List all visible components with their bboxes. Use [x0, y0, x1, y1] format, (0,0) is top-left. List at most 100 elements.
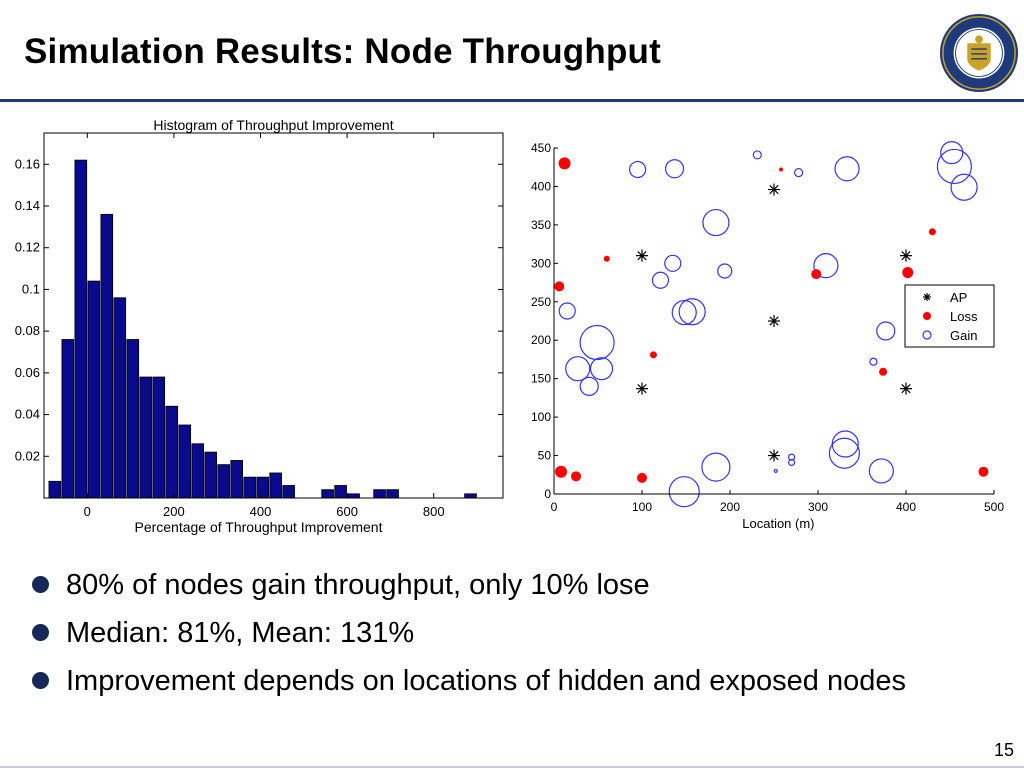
seal-shield: [967, 43, 991, 71]
histogram-bar: [269, 472, 282, 499]
bullet-item: Median: 81%, Mean: 131%: [30, 614, 990, 652]
y-tick-label: 150: [531, 372, 551, 386]
gain-node-marker: [565, 356, 591, 382]
slide-title: Simulation Results: Node Throughput: [24, 32, 661, 71]
loss-node-marker: [649, 351, 657, 359]
bullet-dot: [32, 576, 49, 593]
y-tick-label: 100: [531, 410, 551, 424]
y-tick-label: 50: [538, 449, 552, 463]
loss-node-marker: [902, 267, 914, 279]
access-point-marker: [900, 382, 912, 395]
gain-node-marker: [664, 254, 682, 272]
gain-node-marker: [651, 271, 670, 289]
loss-node-marker: [879, 367, 888, 376]
histogram-bar: [321, 489, 334, 499]
access-point-marker: [900, 249, 912, 262]
gain-node-marker: [701, 452, 731, 482]
scatter-x-axis-label: Location (m): [742, 516, 814, 531]
histogram-bar: [373, 489, 386, 499]
gain-node-marker: [868, 458, 894, 484]
histogram-axes-box: [43, 132, 504, 499]
y-tick-label: 250: [531, 295, 551, 309]
legend-label: Gain: [950, 328, 977, 343]
gain-node-marker: [831, 430, 859, 458]
access-point-marker: [768, 449, 780, 462]
gain-node-marker: [936, 148, 972, 185]
gain-node-marker: [773, 468, 778, 474]
histogram-x-axis-label: Percentage of Throughput Improvement: [134, 519, 382, 535]
loss-node-marker: [558, 157, 571, 170]
bullet-item: Improvement depends on locations of hidd…: [30, 662, 990, 700]
x-tick-label: 0: [551, 500, 558, 514]
gain-node-marker: [579, 376, 599, 396]
loss-node-marker: [978, 466, 989, 477]
histogram-bar: [464, 493, 477, 499]
legend-label: AP: [950, 290, 967, 305]
access-point-marker: [636, 382, 648, 395]
legend-label: Loss: [950, 309, 978, 324]
histogram-bar: [74, 159, 88, 499]
y-tick-label: 0: [544, 487, 551, 501]
x-tick-label: 400: [250, 504, 272, 519]
histogram-bar: [152, 376, 166, 499]
histogram-bar: [48, 480, 62, 499]
loss-node-marker: [555, 465, 568, 478]
y-tick-label: 0.16: [15, 156, 40, 171]
y-tick-label: 0.08: [15, 323, 40, 338]
footer-divider: [0, 766, 1024, 768]
histogram-bar: [113, 297, 127, 499]
y-tick-label: 400: [531, 179, 551, 193]
gain-node-marker: [794, 168, 804, 178]
x-tick-label: 500: [984, 500, 1004, 514]
x-tick-label: 100: [632, 500, 652, 514]
loss-node-marker: [571, 471, 581, 482]
histogram-bar: [100, 213, 114, 499]
gain-node-marker: [664, 159, 685, 179]
gain-node-marker: [678, 298, 706, 326]
gain-node-marker: [668, 476, 700, 508]
access-point-marker: [636, 249, 648, 262]
y-tick-label: 300: [531, 256, 551, 270]
histogram-title: Histogram of Throughput Improvement: [153, 117, 393, 133]
y-tick-label: 0.12: [15, 240, 40, 255]
gain-node-marker: [702, 208, 730, 237]
gain-node-marker: [671, 299, 697, 326]
bullet-item: 80% of nodes gain throughput, only 10% l…: [30, 566, 990, 604]
node-location-scatter: 0 100 200 300 400 500 0 50 100 150 200 250 300 350 400…: [531, 141, 1004, 531]
gain-node-marker: [876, 321, 896, 341]
x-tick-label: 0: [84, 504, 91, 519]
histogram-bar: [126, 339, 140, 499]
title-underline: [0, 99, 1024, 102]
gain-node-marker: [752, 150, 762, 160]
seal-gold-rim: [942, 16, 1016, 90]
y-tick-label: 200: [531, 333, 551, 347]
histogram-bar: [87, 280, 101, 499]
gain-node-marker: [579, 324, 615, 361]
seal-inner-ring: [955, 29, 1003, 77]
x-tick-label: 200: [163, 504, 185, 519]
legend-loss-symbol: [923, 312, 931, 320]
gain-node-marker: [834, 156, 860, 182]
seal-book-lines: [971, 48, 987, 60]
gain-node-marker: [828, 437, 860, 469]
seal-star: [975, 35, 983, 44]
page-number: 15: [993, 740, 1014, 760]
loss-node-marker: [928, 228, 936, 236]
loss-node-marker: [554, 281, 565, 292]
histogram-bar: [230, 460, 243, 499]
histogram-bar: [282, 485, 295, 499]
gain-node-marker: [950, 173, 978, 201]
y-tick-label: 0.04: [15, 407, 40, 422]
legend-gain-symbol: [922, 330, 932, 340]
x-tick-label: 800: [423, 504, 445, 519]
x-tick-label: 400: [896, 500, 916, 514]
histogram-bar: [243, 476, 256, 499]
histogram-bar: [61, 339, 75, 499]
y-tick-label: 450: [531, 141, 551, 155]
bullet-text: Improvement depends on locations of hidd…: [66, 665, 906, 697]
y-tick-label: 0.1: [22, 281, 40, 296]
gain-node-marker: [628, 160, 647, 179]
legend-ap-symbol: [923, 293, 931, 301]
access-point-marker: [768, 315, 780, 327]
gain-node-marker: [788, 453, 796, 461]
